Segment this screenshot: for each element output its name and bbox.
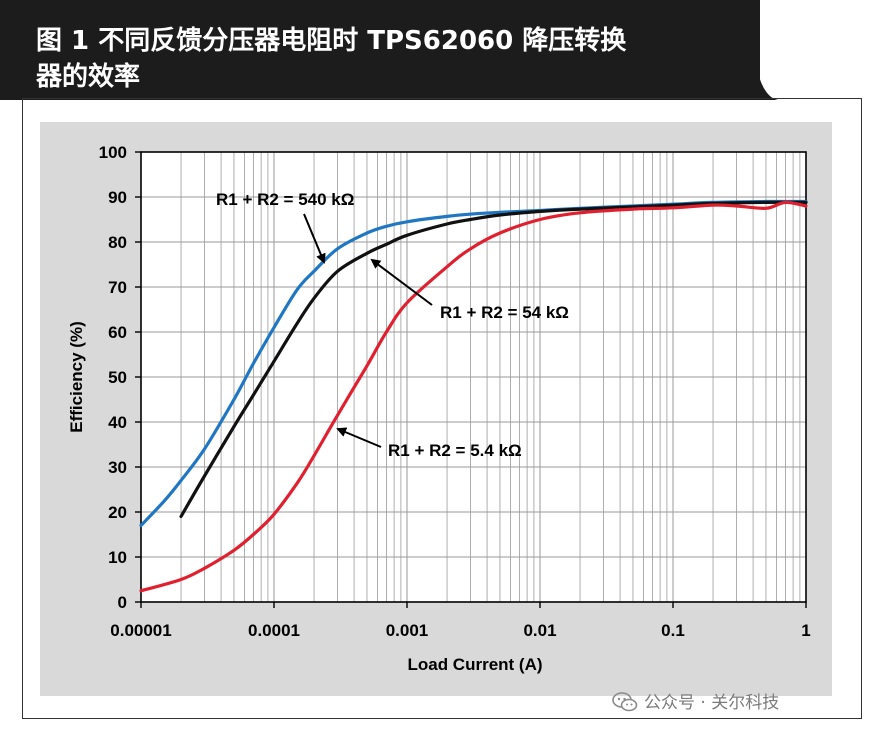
wechat-icon [612,692,638,712]
title-banner: 图 1 不同反馈分压器电阻时 TPS62060 降压转换 器的效率 [0,0,875,110]
annotations: R1 + R2 = 540 kΩ R1 + R2 = 54 kΩ R1 + R2 =… [216,190,569,460]
annotation-arrow [303,213,326,264]
y-tick-label: 100 [99,143,127,162]
page-title-line-2: 器的效率 [36,62,141,92]
series-line-54k [179,200,808,519]
y-axis-label: Efficiency (%) [67,321,86,432]
series-line-5-4k [139,200,808,593]
watermark: 公众号 · 关尔科技 [612,688,779,713]
series-lines [139,199,808,593]
y-tick-label: 50 [108,368,127,387]
y-tick-label: 60 [108,323,127,342]
y-tick-label: 20 [108,503,127,522]
x-tick-label: 0.1 [661,621,685,640]
x-tick-label: 1 [801,621,810,640]
x-tick-label: 0.001 [386,621,429,640]
annotation-5-4k: R1 + R2 = 5.4 kΩ [388,441,522,460]
y-tick-label: 30 [108,458,127,477]
y-tick-label: 40 [108,413,127,432]
annotation-arrow [370,258,433,306]
figure-frame [22,98,862,719]
y-tick-label: 80 [108,233,127,252]
x-tick-label: 0.0001 [248,621,300,640]
x-tick-label: 0.01 [523,621,556,640]
axes: 0 10 20 30 40 50 60 70 80 90 100 0.00001 0.0001 0.001… [99,143,811,640]
annotation-54k: R1 + R2 = 54 kΩ [440,303,569,322]
y-tick-label: 0 [118,593,127,612]
watermark-text: 公众号 · 关尔科技 [644,693,780,713]
y-tick-label: 10 [108,548,127,567]
page-title-line-1: 图 1 不同反馈分压器电阻时 TPS62060 降压转换 [36,26,627,56]
annotation-arrow [336,427,382,448]
annotation-540k: R1 + R2 = 540 kΩ [216,190,354,209]
y-tick-label: 70 [108,278,127,297]
y-tick-label: 90 [108,188,127,207]
banner-shape [0,0,875,100]
x-tick-label: 0.00001 [110,621,171,640]
x-axis-label: Load Current (A) [407,655,542,674]
